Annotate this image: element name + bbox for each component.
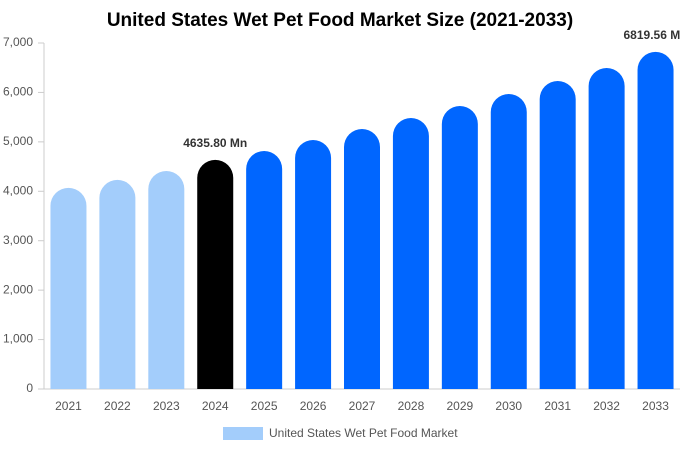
x-tick-label: 2030: [495, 399, 522, 413]
x-tick-label: 2028: [398, 399, 425, 413]
x-tick-label: 2023: [153, 399, 180, 413]
y-tick-label: 6,000: [3, 85, 33, 99]
y-tick-label: 4,000: [3, 183, 33, 197]
x-tick-label: 2029: [446, 399, 473, 413]
bar: [148, 171, 185, 389]
bar: [490, 94, 527, 389]
y-tick-label: 3,000: [3, 233, 33, 247]
chart-title: United States Wet Pet Food Market Size (…: [107, 10, 573, 31]
bar: [344, 129, 380, 389]
y-tick-label: 0: [26, 381, 33, 395]
data-label: 4635.80 Mn: [183, 136, 247, 150]
bar: [295, 140, 332, 389]
y-tick-label: 7,000: [3, 35, 33, 49]
bar: [441, 106, 478, 390]
x-tick-label: 2025: [251, 399, 278, 413]
x-tick-label: 2027: [349, 399, 376, 413]
y-tick-label: 2,000: [3, 282, 33, 296]
y-tick-label: 5,000: [3, 134, 33, 148]
legend-swatch: [223, 427, 263, 440]
bar: [50, 187, 87, 389]
x-tick-label: 2032: [593, 399, 620, 413]
bar: [197, 159, 234, 389]
x-tick-label: 2026: [300, 399, 327, 413]
x-tick-label: 2024: [202, 399, 229, 413]
y-tick-label: 1,000: [3, 332, 33, 346]
data-label: 6819.56 Mn: [624, 28, 680, 42]
bar: [246, 151, 283, 389]
x-tick-label: 2031: [544, 399, 571, 413]
bar: [637, 51, 674, 390]
legend-label: United States Wet Pet Food Market: [269, 426, 458, 440]
bar: [99, 179, 136, 389]
bar: [539, 81, 576, 390]
x-tick-label: 2021: [55, 399, 82, 413]
bar: [392, 118, 429, 389]
x-tick-label: 2022: [104, 399, 131, 413]
x-tick-label: 2033: [642, 399, 669, 413]
bar: [588, 68, 625, 389]
